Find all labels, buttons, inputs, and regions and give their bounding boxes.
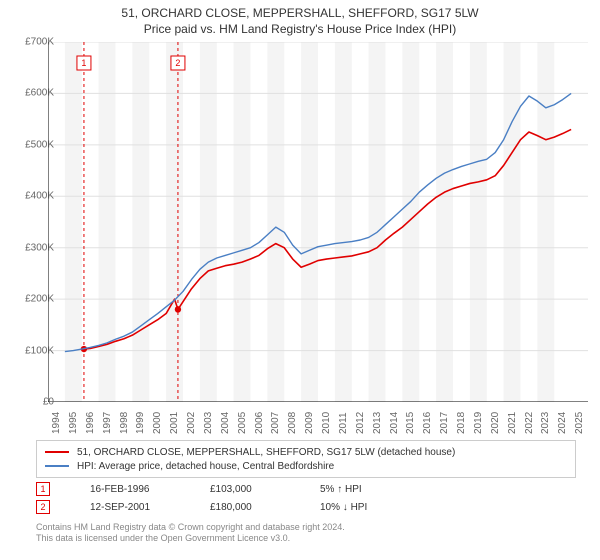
footnote: Contains HM Land Registry data © Crown c… xyxy=(36,522,576,545)
x-tick-label: 1994 xyxy=(51,412,62,434)
y-tick-label: £200K xyxy=(25,294,54,305)
footnote-line: This data is licensed under the Open Gov… xyxy=(36,533,576,544)
y-tick-label: £100K xyxy=(25,345,54,356)
chart-subtitle: Price paid vs. HM Land Registry's House … xyxy=(0,22,600,36)
marker-price: £180,000 xyxy=(210,502,320,513)
marker-row: 2 12-SEP-2001£180,00010% ↓ HPI xyxy=(36,498,576,516)
y-tick-label: £500K xyxy=(25,139,54,150)
footnote-line: Contains HM Land Registry data © Crown c… xyxy=(36,522,576,533)
x-tick-label: 2002 xyxy=(186,412,197,434)
legend-swatch xyxy=(45,465,69,467)
marker-date: 12-SEP-2001 xyxy=(90,502,210,513)
x-tick-label: 2004 xyxy=(220,412,231,434)
x-tick-label: 2020 xyxy=(490,412,501,434)
y-tick-label: £300K xyxy=(25,242,54,253)
x-tick-label: 1998 xyxy=(119,412,130,434)
legend: 51, ORCHARD CLOSE, MEPPERSHALL, SHEFFORD… xyxy=(36,440,576,478)
x-tick-label: 1997 xyxy=(102,412,113,434)
svg-text:2: 2 xyxy=(175,58,180,68)
x-tick-label: 2010 xyxy=(321,412,332,434)
marker-price: £103,000 xyxy=(210,484,320,495)
svg-text:1: 1 xyxy=(81,58,86,68)
x-tick-label: 2024 xyxy=(557,412,568,434)
marker-row: 1 16-FEB-1996£103,0005% ↑ HPI xyxy=(36,480,576,498)
x-tick-label: 2009 xyxy=(304,412,315,434)
x-tick-label: 2016 xyxy=(422,412,433,434)
y-tick-label: £0 xyxy=(43,397,54,408)
marker-delta: 5% ↑ HPI xyxy=(320,484,440,495)
x-tick-label: 2011 xyxy=(338,412,349,434)
legend-row: HPI: Average price, detached house, Cent… xyxy=(45,459,567,473)
x-tick-label: 2021 xyxy=(507,412,518,434)
x-tick-label: 2001 xyxy=(169,412,180,434)
chart-plot: 12 xyxy=(48,42,588,402)
x-tick-label: 2000 xyxy=(152,412,163,434)
marker-date: 16-FEB-1996 xyxy=(90,484,210,495)
x-tick-label: 2003 xyxy=(203,412,214,434)
x-tick-label: 2018 xyxy=(456,412,467,434)
legend-label: HPI: Average price, detached house, Cent… xyxy=(77,461,334,472)
x-tick-label: 2014 xyxy=(389,412,400,434)
x-tick-label: 2025 xyxy=(574,412,585,434)
x-tick-label: 2015 xyxy=(405,412,416,434)
legend-swatch xyxy=(45,451,69,453)
chart-title: 51, ORCHARD CLOSE, MEPPERSHALL, SHEFFORD… xyxy=(0,6,600,20)
x-tick-label: 2017 xyxy=(439,412,450,434)
x-tick-label: 2006 xyxy=(254,412,265,434)
marker-badge: 1 xyxy=(36,482,50,496)
marker-delta: 10% ↓ HPI xyxy=(320,502,440,513)
x-tick-label: 2008 xyxy=(287,412,298,434)
marker-badge: 2 xyxy=(36,500,50,514)
x-tick-label: 2022 xyxy=(524,412,535,434)
y-tick-label: £600K xyxy=(25,88,54,99)
x-tick-label: 1996 xyxy=(85,412,96,434)
x-tick-label: 2013 xyxy=(372,412,383,434)
x-tick-label: 1995 xyxy=(68,412,79,434)
x-tick-label: 2012 xyxy=(355,412,366,434)
marker-table: 1 16-FEB-1996£103,0005% ↑ HPI 2 12-SEP-2001… xyxy=(36,480,576,516)
x-tick-label: 1999 xyxy=(135,412,146,434)
x-tick-label: 2005 xyxy=(237,412,248,434)
legend-row: 51, ORCHARD CLOSE, MEPPERSHALL, SHEFFORD… xyxy=(45,445,567,459)
y-tick-label: £400K xyxy=(25,191,54,202)
x-tick-label: 2007 xyxy=(270,412,281,434)
legend-label: 51, ORCHARD CLOSE, MEPPERSHALL, SHEFFORD… xyxy=(77,447,455,458)
y-tick-label: £700K xyxy=(25,37,54,48)
x-tick-label: 2019 xyxy=(473,412,484,434)
x-tick-label: 2023 xyxy=(540,412,551,434)
